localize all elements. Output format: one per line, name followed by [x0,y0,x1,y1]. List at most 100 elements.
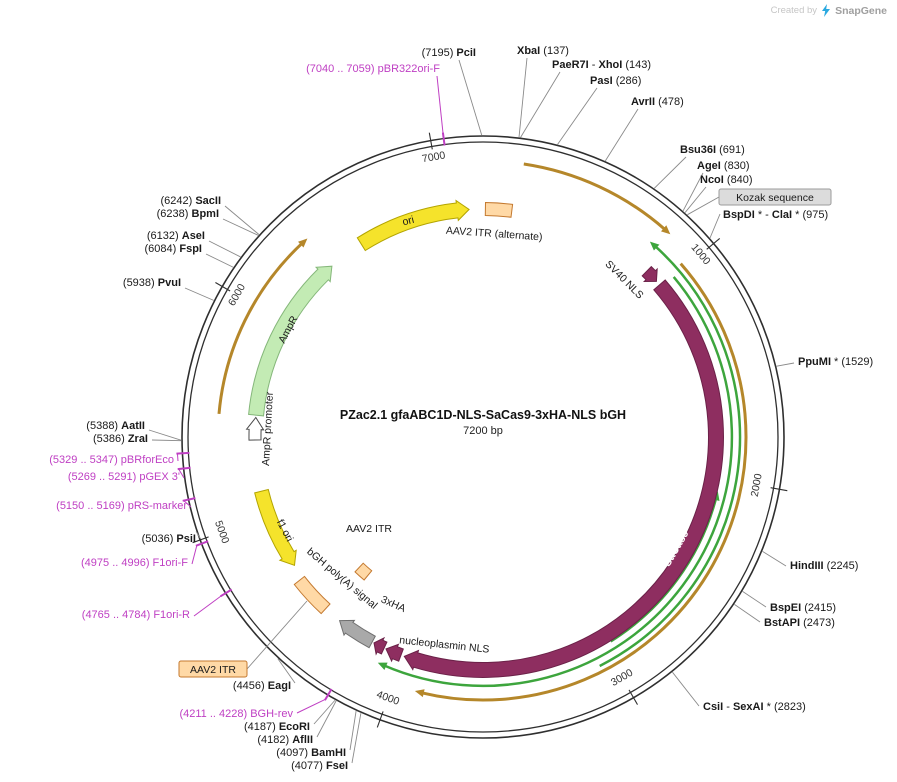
leader-AflII [316,700,337,738]
feature-label-aav2-itr-text[interactable]: AAV2 ITR [346,523,392,535]
leader-ZraI [151,439,182,442]
primer-label-pGEX-3prime[interactable]: (5269 .. 5291) pGEX 3' [68,471,180,483]
scale-label-5000: 5000 [212,519,231,545]
enzyme-label-AflII[interactable]: (4182) AflII [257,734,313,746]
primer-tick-F1ori-R [219,588,233,598]
enzyme-label-NcoI[interactable]: NcoI (840) [700,174,753,186]
feature-f1-ori[interactable] [254,488,297,566]
leader-PpuMI [776,362,795,367]
feature-ori[interactable] [356,199,470,252]
enzyme-label-PvuI[interactable]: (5938) PvuI [123,277,181,289]
primer-tick-pBRforEco [176,451,190,455]
leader-BspEI [742,591,767,608]
feature-gfa-promoter-arc-arrowhead [661,225,671,235]
leader-pRS-marker [183,500,192,508]
enzyme-label-SacII[interactable]: (6242) SacII [160,195,221,207]
feature-ampr[interactable] [248,265,333,417]
primer-tick-pGEX-3prime [177,466,191,471]
leader-XbaI [518,57,528,138]
enzyme-label-EagI[interactable]: (4456) EagI [233,680,291,692]
primer-tick-pRS-marker [182,497,196,502]
primer-label-F1ori-F[interactable]: (4975 .. 4996) F1ori-F [81,557,188,569]
leader-AatII [148,429,182,441]
feature-ampr-promoter[interactable] [245,416,265,441]
enzyme-label-PasI[interactable]: PasI (286) [590,75,641,87]
enzyme-label-BstAPI[interactable]: BstAPI (2473) [764,617,835,629]
feature-label-ori[interactable]: ori [401,214,415,228]
feature-orf-arc-2[interactable] [383,276,734,688]
feature-3xha[interactable] [385,643,404,663]
leader-AvrII [604,108,639,162]
enzyme-label-ZraI[interactable]: (5386) ZraI [93,433,148,445]
leader-CsiI-SexAI [672,671,700,707]
feature-label-ampr-promoter[interactable]: AmpR promoter [260,391,276,466]
enzyme-label-Bsu36I[interactable]: Bsu36I (691) [680,144,745,156]
scale-tick-2000 [770,487,788,492]
enzyme-label-PsiI[interactable]: (5036) PsiI [142,533,196,545]
plasmid-backbone-outer [181,135,785,739]
scale-label-7000: 7000 [421,149,446,165]
primer-tick-F1ori-F [195,540,209,547]
aav2-itr-highlight-label[interactable]: AAV2 ITR [190,664,236,676]
enzyme-label-XbaI[interactable]: XbaI (137) [517,45,569,57]
primer-label-F1ori-R[interactable]: (4765 .. 4784) F1ori-R [82,609,190,621]
feature-orf-arc-2-arrowhead [377,662,388,670]
primer-label-pBR322ori-F[interactable]: (7040 .. 7059) pBR322ori-F [306,63,440,75]
feature-bgh-polya[interactable] [338,619,376,649]
enzyme-label-HindIII[interactable]: HindIII (2245) [790,560,858,572]
enzyme-label-EcoRI[interactable]: (4187) EcoRI [244,721,310,733]
feature-orf-arc-1[interactable] [599,245,742,668]
kozak-sequence-box[interactable] [718,188,832,206]
enzyme-label-PaeR7I-XhoI[interactable]: PaeR7I - XhoI (143) [552,59,651,71]
leader-PaeR7I-XhoI [520,71,561,138]
feature-label-aav2-itr-alternate[interactable]: AAV2 ITR (alternate) [446,225,543,244]
feature-aav2-itr[interactable] [293,575,331,615]
leader-HindIII [762,550,787,567]
feature-aav2-itr-inner[interactable] [354,562,373,581]
enzyme-label-AatII[interactable]: (5388) AatII [86,420,145,432]
scale-tick-1000 [706,237,721,250]
leader-AseI [208,240,241,258]
primer-label-pBRforEco[interactable]: (5329 .. 5347) pBRforEco [49,454,174,466]
plasmid-backbone-inner [187,141,779,733]
feature-cassette-arc[interactable] [421,262,748,702]
enzyme-label-BspEI[interactable]: BspEI (2415) [770,602,836,614]
enzyme-label-PciI[interactable]: (7195) PciI [422,47,476,59]
feature-aav2-itr-alt[interactable] [484,201,514,218]
snapgene-logo-icon [822,4,831,17]
watermark-brand: SnapGene [835,4,887,17]
enzyme-label-PpuMI[interactable]: PpuMI * (1529) [798,356,873,368]
leader-pBR322ori-F [436,75,444,134]
enzyme-label-AgeI[interactable]: AgeI (830) [697,160,750,172]
feature-sacas9[interactable] [403,279,724,678]
leader-kozak-sequence [687,196,720,216]
leader-pBRforEco [176,453,179,462]
enzyme-label-FspI[interactable]: (6084) FspI [145,243,202,255]
feature-nucleoplasmin-nls[interactable] [373,636,388,656]
feature-ampr-orf-arc[interactable] [217,242,304,415]
scale-tick-4000 [376,711,384,728]
leader-PsiI [195,531,201,539]
scale-tick-5000 [192,536,209,544]
feature-label-3xha[interactable]: 3xHA [379,594,407,615]
enzyme-label-AvrII[interactable]: AvrII (478) [631,96,684,108]
enzyme-label-FseI[interactable]: (4077) FseI [291,760,348,772]
enzyme-label-BpmI[interactable]: (6238) BpmI [157,208,219,220]
feature-cassette-arc-arrowhead [414,689,425,698]
enzyme-label-AseI[interactable]: (6132) AseI [147,230,205,242]
leader-NcoI [684,186,707,213]
primer-label-BGH-rev[interactable]: (4211 .. 4228) BGH-rev [179,708,293,720]
aav2-itr-highlight-box[interactable] [178,660,248,678]
primer-label-pRS-marker[interactable]: (5150 .. 5169) pRS-marker [56,500,187,512]
kozak-sequence-label[interactable]: Kozak sequence [736,192,814,204]
feature-label-sv40-nls[interactable]: SV40 NLS [603,258,646,301]
feature-gfa-promoter-arc[interactable] [523,162,667,231]
feature-sv40-nls[interactable] [641,265,658,283]
leader-PvuI [184,287,214,301]
enzyme-label-BamHI[interactable]: (4097) BamHI [276,747,346,759]
enzyme-label-BspDI-ClaI[interactable]: BspDI * - ClaI * (975) [723,209,828,221]
enzyme-label-CsiI-SexAI[interactable]: CsiI - SexAI * (2823) [703,701,806,713]
leader-SacII [224,205,260,235]
leader-EagI [277,658,296,684]
